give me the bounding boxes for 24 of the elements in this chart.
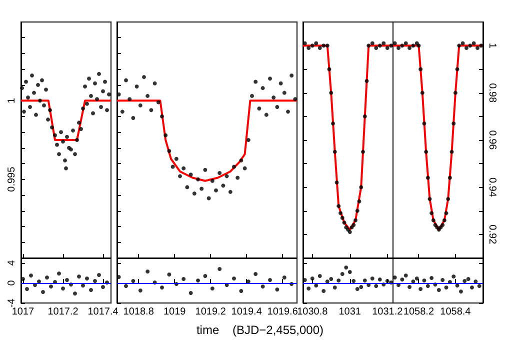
x-tick-label: 1058.2 bbox=[403, 306, 434, 318]
y-tick-label: 0.995 bbox=[6, 166, 18, 192]
x-tick-label: 1031 bbox=[338, 306, 362, 318]
x-tick-label: 1017.4 bbox=[88, 306, 119, 318]
y-tick-label: 1 bbox=[486, 42, 498, 49]
x-tick-label: 1030.8 bbox=[297, 306, 328, 318]
y-tick-label: 0 bbox=[6, 280, 18, 286]
x-axis-title: time (BJD−2,455,000) bbox=[195, 323, 325, 337]
x-tick-label: 1019.2 bbox=[195, 306, 226, 318]
x-tick-label: 1017 bbox=[12, 306, 35, 318]
x-tick-label: 1017.2 bbox=[48, 306, 79, 318]
x-tick-label: 1018.8 bbox=[123, 306, 154, 318]
y-tick-label: -4 bbox=[6, 298, 18, 308]
y-tick-label: 0.92 bbox=[486, 224, 498, 245]
x-tick-label: 1019 bbox=[163, 306, 186, 318]
x-tick-label: 1058.4 bbox=[440, 306, 472, 318]
x-tick-label: 1019.6 bbox=[267, 306, 298, 318]
y-tick-label: 4 bbox=[6, 260, 18, 266]
y-tick-label: 0.98 bbox=[486, 83, 498, 103]
x-tick-label: 1031.2 bbox=[372, 306, 404, 318]
y-tick-label: 1 bbox=[6, 97, 18, 104]
y-tick-label: 0.96 bbox=[486, 130, 498, 150]
x-tick-label: 1019.4 bbox=[231, 306, 262, 318]
y-tick-label: 0.94 bbox=[486, 177, 498, 198]
